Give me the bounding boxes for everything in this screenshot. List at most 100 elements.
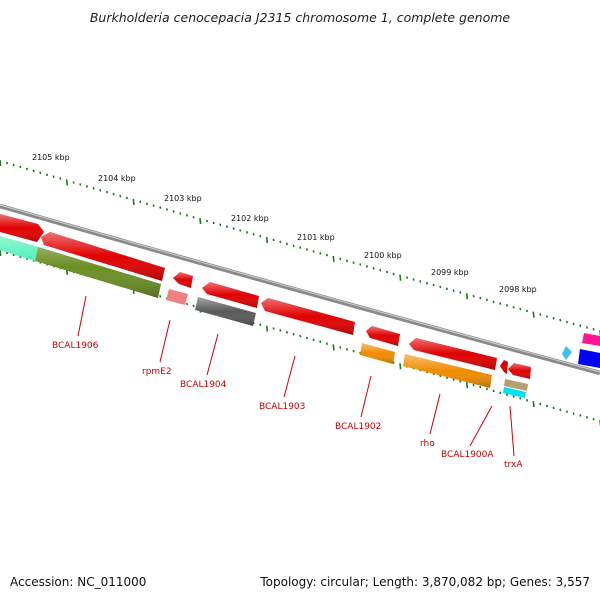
major-tick [532,311,535,318]
minor-tick [25,167,29,171]
minor-tick [285,330,289,334]
major-tick [265,325,269,332]
cog-bar-blue[interactable] [578,349,600,368]
outer-tick-ruler [0,159,600,337]
gene-label-bcal1904[interactable]: BCAL1904 [180,380,227,390]
minor-tick [585,415,589,419]
minor-tick [219,223,222,227]
minor-tick [139,200,142,204]
cog-features [0,236,600,398]
minor-tick [485,298,489,302]
minor-tick [299,334,302,338]
minor-tick [525,398,529,402]
major-tick [465,382,469,389]
minor-tick [172,210,175,213]
major-tick [132,198,135,205]
gene-label-rpme2[interactable]: rpmE2 [142,367,172,377]
minor-tick [539,313,542,316]
minor-tick [125,196,129,200]
minor-tick [545,404,549,408]
minor-tick [445,287,449,291]
minor-tick [339,257,342,261]
minor-tick [159,206,162,209]
gene-arrow-shade [173,272,193,288]
leader-rho [429,393,441,435]
gene-label-bcal1906[interactable]: BCAL1906 [52,341,99,351]
minor-tick [539,402,542,406]
gene-features [0,214,531,379]
gene-label-rho[interactable]: rho [420,439,435,449]
minor-tick [299,246,302,249]
gene-arrow-right-sky[interactable] [562,346,572,360]
minor-tick [485,387,489,391]
minor-tick [472,383,475,387]
gene-arrow-shade [508,363,531,379]
minor-tick [325,342,329,346]
minor-tick [52,175,55,179]
minor-tick [245,231,249,234]
chromosome-backbone-highlight [0,204,600,373]
cog-bar-tan[interactable] [504,379,528,391]
minor-tick [519,307,522,311]
minor-tick [519,397,522,400]
minor-tick [559,318,562,322]
minor-tick [85,185,89,188]
cog-bar-salmon[interactable] [166,289,188,305]
leader-bcal1903 [283,355,296,398]
chromosome-backbone [0,203,600,376]
minor-tick [452,378,455,381]
tick-label-2099: 2099 kbp [431,268,469,277]
minor-tick [272,327,275,330]
genome-summary-text: Topology: circular; Length: 3,870,082 bp… [260,575,590,589]
minor-tick [352,261,355,265]
minor-tick [479,296,482,300]
gene-arrow-shade [41,232,165,281]
gene-label-bcal1902[interactable]: BCAL1902 [335,422,381,432]
minor-tick [592,417,595,421]
minor-tick [345,259,349,263]
minor-tick [312,250,315,253]
minor-tick [579,324,582,327]
minor-tick [225,225,229,229]
cog-bar-magenta[interactable] [582,333,600,346]
minor-tick [12,163,15,167]
gene-label-trxa[interactable]: trxA [504,460,523,470]
minor-tick [99,188,102,192]
minor-tick [405,276,409,279]
cog-bar-shade [0,236,161,298]
minor-tick [359,263,362,266]
gene-arrow-bcal1900a[interactable] [500,360,508,374]
gene-label-bcal1903[interactable]: BCAL1903 [259,402,305,412]
minor-tick [239,229,242,232]
gene-arrow-shade [366,326,400,346]
tick-label-2102: 2102 kbp [231,214,269,223]
major-tick [0,159,2,167]
minor-tick [305,336,309,340]
cog-bar-cyan[interactable] [503,387,526,398]
minor-tick [319,251,322,255]
minor-tick [45,173,49,177]
minor-tick [212,221,215,225]
minor-tick [412,278,415,281]
minor-tick [259,323,262,327]
minor-tick [192,304,195,308]
minor-tick [232,227,235,230]
minor-tick [145,202,149,206]
minor-tick [432,283,435,287]
minor-tick [392,272,395,276]
minor-tick [505,304,509,307]
minor-tick [592,327,595,331]
gene-arrow-shade [202,282,259,308]
minor-tick [39,171,42,175]
gene-label-bcal1900a[interactable]: BCAL1900A [441,450,494,460]
minor-tick [452,289,455,293]
label-leaders [77,295,515,457]
cog-bar-shade [403,354,492,388]
major-tick [65,179,69,186]
minor-tick [505,393,509,397]
gene-arrow-shade [409,338,497,370]
minor-tick [319,340,322,344]
minor-tick [72,181,75,184]
minor-tick [585,326,589,329]
